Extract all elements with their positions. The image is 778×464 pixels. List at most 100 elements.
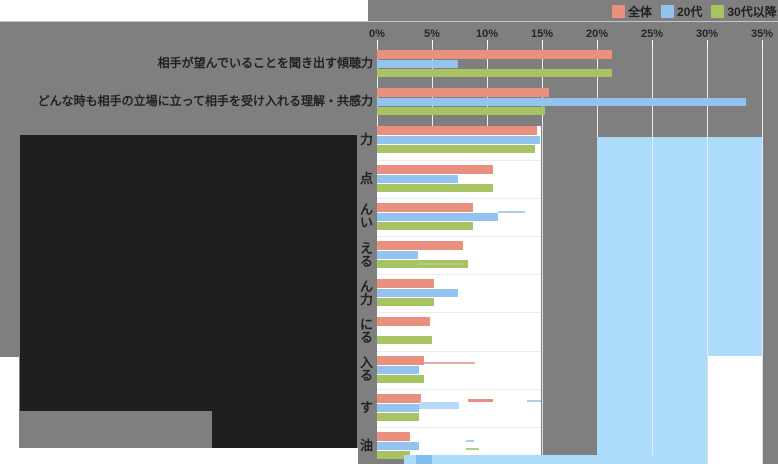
legend-label: 全体 <box>628 5 653 19</box>
row-label-line: 力 <box>359 132 373 147</box>
bar-20代-row3 <box>377 136 540 144</box>
bar-20代-row4 <box>377 175 458 183</box>
bar-20代-row5 <box>377 213 498 221</box>
gridline-gray <box>432 40 433 126</box>
blue-bottom-band <box>404 455 707 464</box>
bar-fragment <box>424 362 475 364</box>
white-notch-panel <box>707 356 762 464</box>
gridline-blue <box>707 137 708 356</box>
bar-30代以降-row4 <box>377 184 493 192</box>
legend-label: 20代 <box>677 5 703 19</box>
bar-fragment <box>466 440 474 442</box>
legend-swatch-1 <box>612 5 625 18</box>
gridline-gray <box>707 40 708 137</box>
bar-20代-row11 <box>377 442 419 450</box>
bar-全体-row6 <box>377 241 463 250</box>
bar-30代以降-row8 <box>377 336 432 344</box>
bar-20代-row2 <box>377 98 746 106</box>
row-label-line: ん <box>359 202 373 217</box>
row-label-5: んい <box>360 203 373 229</box>
row-label-line: ん <box>359 279 373 294</box>
row-label-line: る <box>359 368 373 383</box>
row-label-2: どんな時も相手の立場に立って相手を受け入れる理解・共感力 <box>38 95 373 108</box>
row-separator <box>377 160 541 161</box>
bar-fragment <box>498 211 525 213</box>
row-separator <box>377 236 541 237</box>
legend-label: 30代以降 <box>727 5 777 19</box>
row-label-line: どんな時も相手の立場に立って相手を受け入れる理解・共感力 <box>37 94 373 108</box>
row-separator <box>377 198 541 199</box>
bar-30代以降-row9 <box>377 375 424 383</box>
header-divider-line <box>0 21 778 22</box>
bar-fragment <box>527 400 541 402</box>
legend-item: 20代 <box>661 3 702 20</box>
bar-fragment <box>418 263 462 265</box>
gridline-blue <box>762 137 763 356</box>
bar-20代-row9 <box>377 366 419 374</box>
gridline-notch <box>707 356 708 464</box>
gridline-blue <box>652 137 653 464</box>
row-label-line: 油 <box>359 438 373 453</box>
white-left-strip <box>0 357 19 464</box>
bar-fragment <box>468 399 493 402</box>
gridline-gray <box>542 40 543 126</box>
row-label-line: 点 <box>359 171 373 186</box>
legend-swatch-3 <box>711 5 725 18</box>
x-tick-label: 25% <box>640 28 664 40</box>
row-separator <box>377 351 541 352</box>
row-label-line: 力 <box>359 292 373 307</box>
top-left-white-panel <box>0 0 368 21</box>
bar-30代以降-row3 <box>377 145 535 153</box>
row-label-line: る <box>359 330 373 345</box>
x-tick-label: 5% <box>424 28 440 40</box>
gridline-notch <box>762 356 763 464</box>
white-bottom-strip <box>0 448 358 464</box>
gridline-gray <box>762 40 763 137</box>
bar-30代以降-row7 <box>377 298 434 306</box>
legend-item: 30代以降 <box>711 3 777 20</box>
row-label-line: す <box>359 400 373 415</box>
bar-30代以降-row11 <box>377 451 410 459</box>
row-label-line: え <box>359 241 373 256</box>
bar-全体-row9 <box>377 356 424 365</box>
chart-legend: 全体 20代 30代以降 <box>612 3 777 20</box>
bar-全体-row4 <box>377 165 493 174</box>
row-label-4: 点 <box>360 172 373 185</box>
row-label-7: ん力 <box>360 280 373 306</box>
blue-highlight-overlay-upper <box>597 137 762 356</box>
row-label-line: る <box>359 254 373 269</box>
row-label-1: 相手が望んでいることを聞き出す傾聴力 <box>158 57 373 70</box>
bar-20代-row7 <box>377 289 458 297</box>
bar-全体-row11 <box>377 432 410 441</box>
bar-20代-row6 <box>377 251 418 259</box>
gridline-gray <box>597 40 598 137</box>
x-tick-label: 15% <box>530 28 554 40</box>
row-separator <box>377 427 541 428</box>
bar-全体-row2 <box>377 88 549 97</box>
row-label-line: 相手が望んでいることを聞き出す傾聴力 <box>157 56 373 70</box>
bar-全体-row1 <box>377 50 612 59</box>
bar-fragment <box>466 448 479 450</box>
row-separator <box>377 274 541 275</box>
gridline-gray <box>487 40 488 126</box>
bar-全体-row3 <box>377 126 537 135</box>
row-label-6: える <box>360 242 373 268</box>
x-tick-label: 0% <box>369 28 385 40</box>
gray-patch-box <box>20 411 212 448</box>
legend-swatch-2 <box>661 5 675 18</box>
bar-30代以降-row2 <box>377 107 545 115</box>
bar-全体-row10 <box>377 394 421 403</box>
legend-item: 全体 <box>612 3 652 20</box>
x-tick-label: 30% <box>695 28 719 40</box>
blue-band-thumb <box>416 455 432 464</box>
x-tick-label: 10% <box>475 28 499 40</box>
x-tick-label: 35% <box>750 28 774 40</box>
gridline-gray <box>377 40 378 126</box>
bar-30代以降-row1 <box>377 69 612 77</box>
row-separator <box>377 312 541 313</box>
row-label-11: 油 <box>360 439 373 452</box>
row-label-9: 入る <box>360 356 373 382</box>
row-label-10: す <box>360 401 373 414</box>
row-label-line: に <box>359 317 373 332</box>
